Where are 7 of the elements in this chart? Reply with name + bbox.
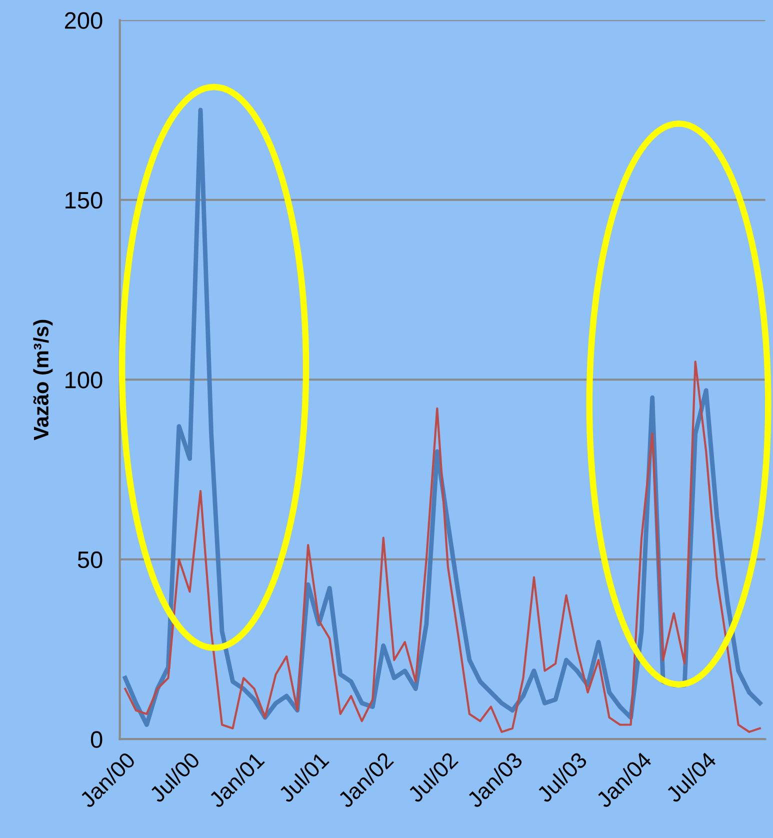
y-tick-label: 100 [66, 372, 102, 388]
y-axis-title: Vazão (m³/s) [33, 320, 53, 440]
y-tick-label: 0 [90, 731, 102, 748]
y-tick-label: 150 [66, 192, 102, 209]
y-tick-label: 50 [78, 551, 102, 568]
y-tick-label: 200 [64, 12, 102, 29]
line-series [124, 360, 761, 733]
